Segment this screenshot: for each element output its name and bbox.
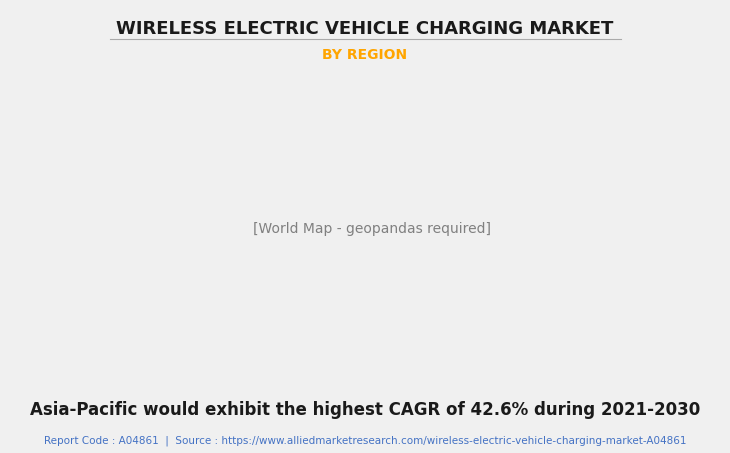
Text: BY REGION: BY REGION — [323, 48, 407, 62]
Text: [World Map - geopandas required]: [World Map - geopandas required] — [253, 222, 491, 236]
Text: Report Code : A04861  |  Source : https://www.alliedmarketresearch.com/wireless-: Report Code : A04861 | Source : https://… — [44, 436, 686, 446]
Text: Asia-Pacific would exhibit the highest CAGR of 42.6% during 2021-2030: Asia-Pacific would exhibit the highest C… — [30, 401, 700, 419]
Text: WIRELESS ELECTRIC VEHICLE CHARGING MARKET: WIRELESS ELECTRIC VEHICLE CHARGING MARKE… — [116, 20, 614, 39]
